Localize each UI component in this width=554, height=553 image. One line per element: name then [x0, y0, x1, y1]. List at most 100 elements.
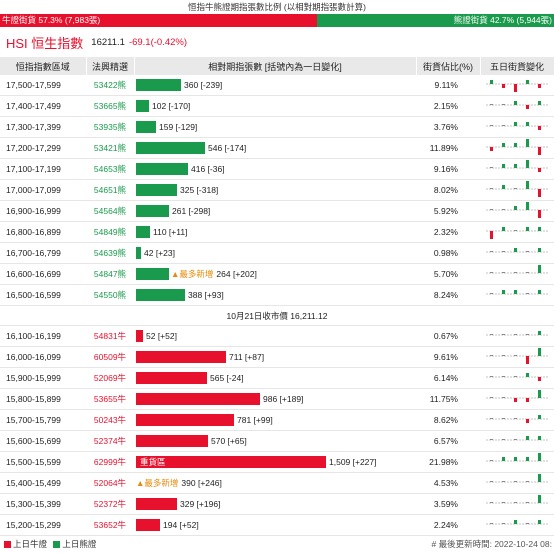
warrant-code-link[interactable]: 54653熊	[86, 158, 134, 180]
warrant-code-link[interactable]: 50243牛	[86, 409, 134, 431]
spark-bar	[538, 377, 541, 381]
warrant-code-link[interactable]: 54639熊	[86, 242, 134, 264]
contracts-bar	[136, 163, 188, 175]
contracts-label: 261 [-298]	[172, 206, 211, 216]
contracts-cell: 159 [-129]	[134, 116, 416, 138]
close-price-text: 10月21日收市價 16,211.12	[0, 305, 554, 326]
spark-bar	[538, 436, 541, 440]
table-row: 17,200-17,299 53421熊 546 [-174] 11.89%	[0, 137, 554, 159]
spark-bar	[514, 272, 517, 273]
spark-bar	[490, 272, 493, 273]
spark-bar	[514, 457, 517, 461]
five-day-sparkline	[486, 453, 548, 462]
share-cell: 0.98%	[416, 242, 480, 264]
five-day-sparkline	[486, 373, 548, 381]
last-updated: # 最後更新時間: 2022-10-24 08:	[431, 539, 552, 549]
index-name: HSI 恒生指數	[6, 35, 84, 51]
warrant-code-link[interactable]: 53421熊	[86, 137, 134, 159]
spark-bar	[502, 209, 505, 210]
contracts-label: 360 [-239]	[184, 80, 223, 90]
spark-bar	[538, 290, 541, 294]
spark-bar	[502, 185, 505, 189]
range-cell: 17,300-17,399	[0, 116, 86, 138]
range-cell: 17,000-17,099	[0, 179, 86, 201]
spark-bar	[502, 334, 505, 335]
contracts-label: 546 [-174]	[208, 143, 247, 153]
table-row: 15,200-15,299 53652牛 194 [+52] 2.24%	[0, 514, 554, 536]
spark-bar	[526, 398, 529, 402]
spark-bar	[514, 230, 517, 231]
share-cell: 4.53%	[416, 472, 480, 494]
contracts-bar	[136, 414, 234, 426]
spark-bar	[502, 355, 505, 356]
warrant-code-link[interactable]: 53652牛	[86, 514, 134, 536]
warrant-code-link[interactable]: 54831牛	[86, 325, 134, 347]
contracts-label: 159 [-129]	[159, 122, 198, 132]
contracts-cell: 52 [+52]	[134, 325, 416, 347]
five-day-sparkline	[486, 227, 548, 239]
warrant-code-link[interactable]: 54849熊	[86, 221, 134, 243]
share-cell: 11.75%	[416, 388, 480, 410]
spark-bar	[502, 457, 505, 461]
spark-bar	[490, 167, 493, 168]
spark-bar	[526, 122, 529, 126]
contracts-bar	[136, 330, 143, 342]
warrant-code-link[interactable]: 52064牛	[86, 472, 134, 494]
spark-bar	[538, 390, 541, 398]
contracts-cell: ▲最多新增 264 [+202]	[134, 263, 416, 285]
spark-bar	[502, 376, 505, 377]
warrant-code-link[interactable]: 60509牛	[86, 346, 134, 368]
share-cell: 8.62%	[416, 409, 480, 431]
warrant-code-link[interactable]: 62999牛	[86, 451, 134, 473]
five-day-cell	[480, 95, 554, 117]
five-day-cell	[480, 158, 554, 180]
five-day-sparkline	[486, 390, 548, 402]
warrant-code-link[interactable]: 54651熊	[86, 179, 134, 201]
table-row: 16,600-16,699 54847熊 ▲最多新增 264 [+202] 5.70%	[0, 263, 554, 285]
five-day-sparkline	[486, 160, 548, 172]
five-day-sparkline	[486, 436, 548, 441]
spark-bar	[514, 248, 517, 252]
five-day-sparkline	[486, 415, 548, 423]
range-cell: 17,500-17,599	[0, 75, 86, 96]
warrant-code-link[interactable]: 53422熊	[86, 75, 134, 96]
spark-bar	[490, 104, 493, 105]
contracts-label: 1,509 [+227]	[329, 457, 377, 467]
warrant-code-link[interactable]: 52372牛	[86, 493, 134, 515]
five-day-sparkline	[486, 101, 548, 109]
warrant-code-link[interactable]: 54564熊	[86, 200, 134, 222]
five-day-cell	[480, 179, 554, 201]
warrant-code-link[interactable]: 53655牛	[86, 388, 134, 410]
five-day-cell	[480, 430, 554, 452]
spark-bar	[502, 481, 505, 482]
spark-bar	[526, 202, 529, 210]
share-cell: 9.61%	[416, 346, 480, 368]
warrant-code-link[interactable]: 53665熊	[86, 95, 134, 117]
spark-bar	[490, 481, 493, 482]
bear-legend-swatch	[53, 541, 61, 549]
bear-ratio-fill	[317, 14, 554, 27]
spark-bar	[526, 436, 529, 440]
spark-bar	[538, 474, 541, 482]
spark-bar	[538, 265, 541, 273]
contracts-bar	[136, 226, 150, 238]
warrant-code-link[interactable]: 53935熊	[86, 116, 134, 138]
warrant-code-link[interactable]: 54550熊	[86, 284, 134, 306]
warrant-code-link[interactable]: 52069牛	[86, 367, 134, 389]
range-cell: 17,100-17,199	[0, 158, 86, 180]
spark-bar	[538, 453, 541, 461]
spark-bar	[538, 227, 541, 231]
range-cell: 16,000-16,099	[0, 346, 86, 368]
header-range: 恒指指數區域	[0, 57, 87, 75]
five-day-cell	[480, 493, 554, 515]
table-row: 16,100-16,199 54831牛 52 [+52] 0.67%	[0, 325, 554, 347]
five-day-sparkline	[486, 202, 548, 218]
spark-bar	[490, 397, 493, 398]
warrant-code-link[interactable]: 54847熊	[86, 263, 134, 285]
spark-bar	[538, 84, 541, 88]
table-header: 恒指指數區域 法興精選 相對期指張數 [括號內為一日變化] 街貨佔比(%) 五日…	[0, 57, 554, 75]
most-added-tag: ▲最多新增	[171, 269, 214, 279]
warrant-code-link[interactable]: 52374牛	[86, 430, 134, 452]
five-day-cell	[480, 242, 554, 264]
range-cell: 15,800-15,899	[0, 388, 86, 410]
